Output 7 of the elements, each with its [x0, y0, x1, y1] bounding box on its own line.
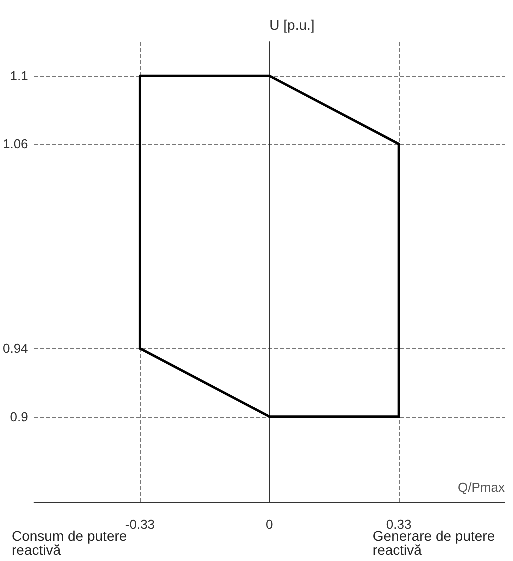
y-tick-label: 1.1 [10, 68, 28, 84]
y-tick-label: 0.9 [10, 409, 28, 424]
x-tick-label: 0 [266, 517, 274, 532]
y-axis-title: U [p.u.] [270, 17, 315, 33]
x-axis-title: Q/Pmax [458, 480, 506, 495]
y-tick-label: 1.06 [2, 136, 28, 152]
y-tick-label: 0.94 [2, 341, 28, 356]
